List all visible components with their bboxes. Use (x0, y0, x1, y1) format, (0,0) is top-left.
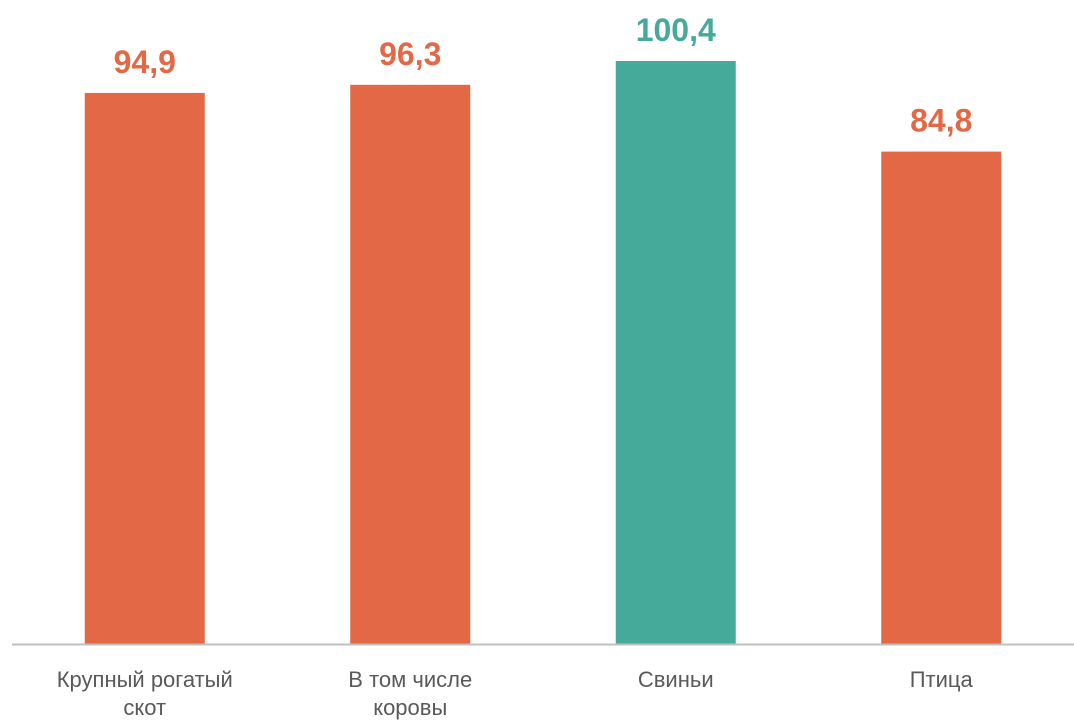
category-label-3: Птица (910, 667, 974, 692)
bar-0 (84, 92, 205, 644)
category-label-1-line-1: коровы (373, 695, 447, 720)
category-label-0-line-0: Крупный рогатый (57, 667, 233, 692)
category-label-0-line-1: скот (123, 695, 166, 720)
bar-3 (881, 151, 1002, 644)
value-label-1: 96,3 (379, 36, 441, 72)
category-label-2: Свиньи (638, 667, 714, 692)
value-label-0: 94,9 (114, 44, 176, 80)
bar-1 (350, 84, 471, 645)
bar-2 (615, 61, 736, 644)
value-label-2: 100,4 (636, 12, 716, 48)
category-label-1-line-0: В том числе (348, 667, 472, 692)
value-label-3: 84,8 (910, 103, 972, 139)
